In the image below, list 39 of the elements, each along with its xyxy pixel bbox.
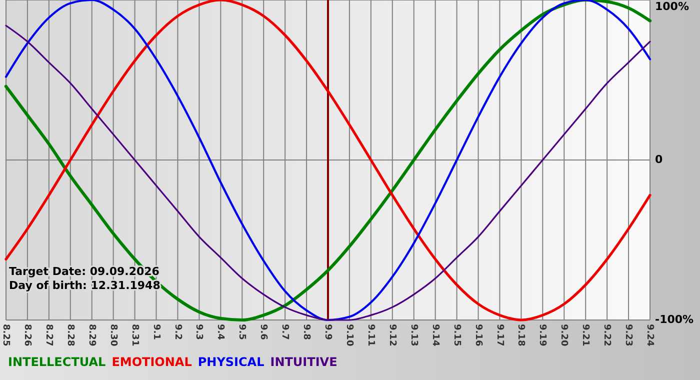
x-tick-label: 8.26 (22, 324, 32, 346)
x-tick-label: 9.4 (215, 324, 226, 340)
x-tick-label: 9.19 (537, 324, 548, 346)
x-tick-label: 9.6 (258, 324, 268, 340)
x-tick-label: 9.23 (623, 324, 634, 346)
y-tick-label: 100% (655, 0, 689, 14)
x-tick-label: 9.2 (172, 324, 182, 340)
x-tick-label: 9.17 (494, 324, 504, 346)
x-tick-label: 8.30 (108, 324, 118, 346)
x-tick-label: 9.16 (472, 324, 483, 346)
text: PHYSICAL (198, 355, 265, 369)
text: INTELLECTUAL (8, 355, 106, 369)
x-tick-label: 9.7 (280, 324, 290, 340)
y-tick-label: -100% (655, 313, 694, 326)
text: INTUITIVE (270, 355, 338, 369)
x-tick-label: 9.12 (386, 324, 397, 346)
x-tick-label: 8.25 (0, 324, 11, 346)
x-tick-label: 9.8 (301, 324, 312, 340)
x-tick-label: 9.10 (344, 324, 354, 346)
x-tick-label: 9.11 (365, 324, 376, 346)
x-tick-label: 8.29 (86, 324, 96, 346)
x-tick-label: 9.22 (602, 324, 612, 346)
x-tick-label: 9.24 (644, 324, 655, 346)
x-tick-label: 9.15 (451, 324, 462, 346)
x-tick-label: 8.27 (43, 324, 54, 346)
text: EMOTIONAL (112, 355, 192, 369)
y-tick-label: 0 (655, 153, 663, 166)
annotation: Day of birth: 12.31.1948 (9, 279, 160, 292)
x-tick-label: 9.5 (236, 324, 247, 340)
x-tick-label: 9.20 (558, 324, 569, 346)
x-tick-label: 8.31 (129, 324, 140, 346)
x-tick-label: 8.28 (64, 324, 75, 346)
x-tick-label: 9.18 (516, 324, 526, 346)
x-tick-label: 9.14 (430, 324, 440, 346)
x-tick-label: 9.1 (150, 324, 161, 340)
x-tick-label: 9.13 (408, 324, 418, 346)
x-tick-label: 9.3 (194, 324, 204, 340)
x-tick-label: 9.9 (322, 324, 333, 340)
x-tick-label: 9.21 (580, 324, 590, 346)
